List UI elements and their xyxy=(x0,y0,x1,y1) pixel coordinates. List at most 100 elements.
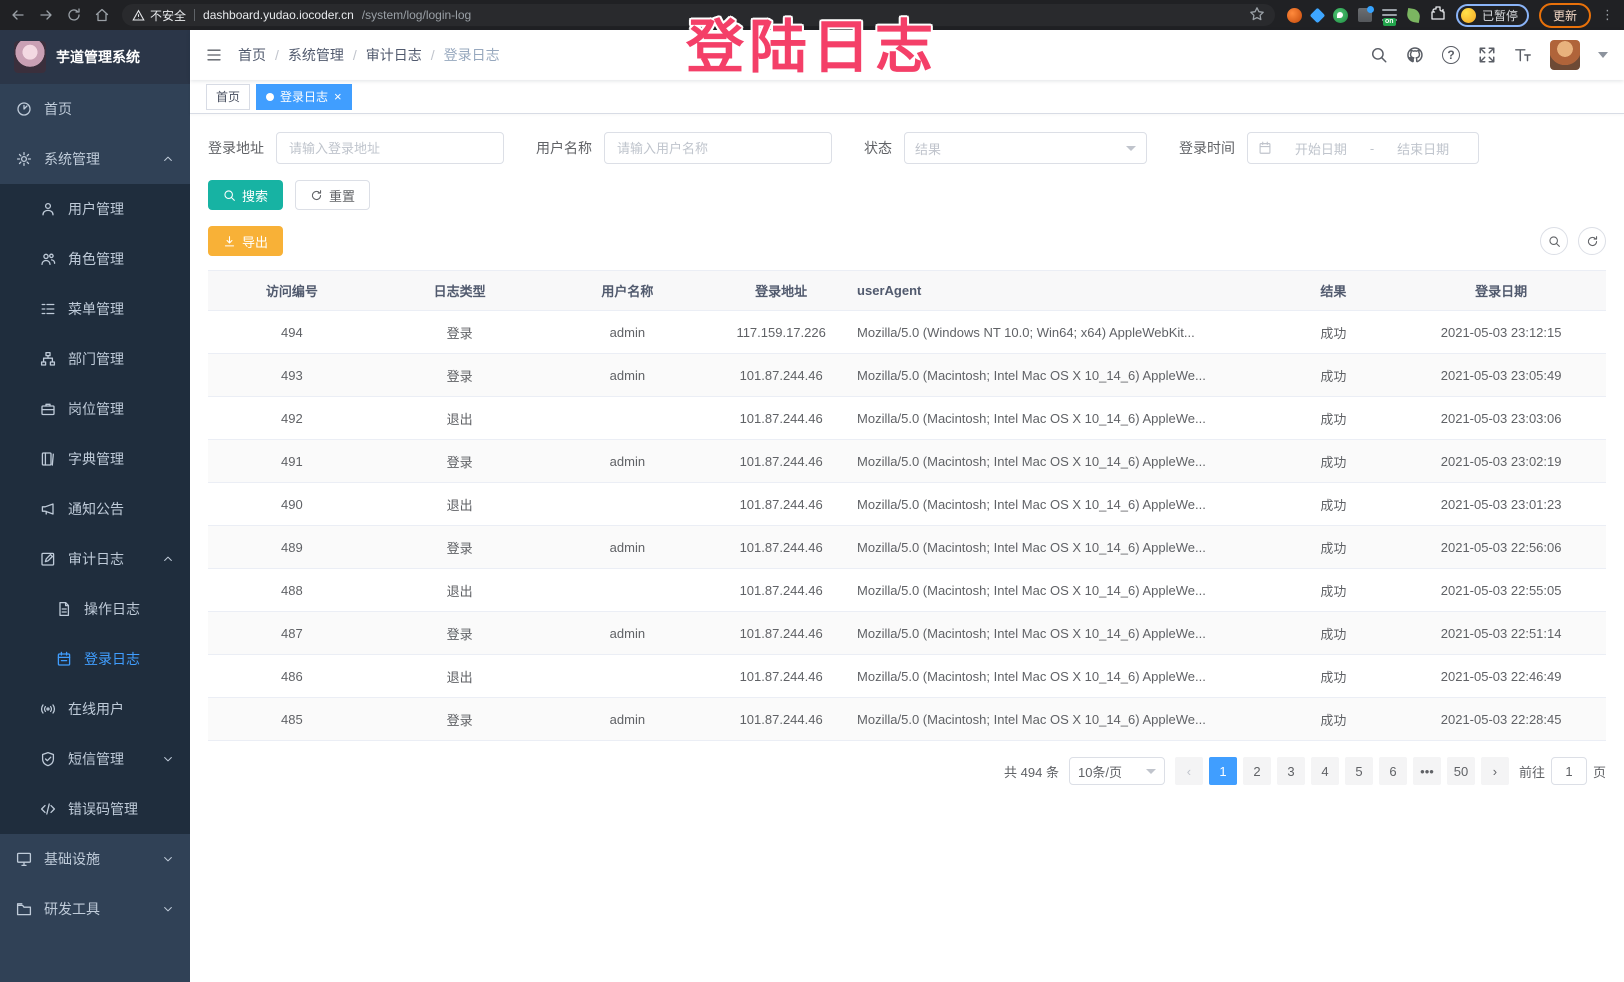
sidebar-item-online-users[interactable]: 在线用户 xyxy=(0,684,190,734)
cell-login-date: 2021-05-03 23:02:19 xyxy=(1396,439,1606,483)
monitor-icon xyxy=(16,852,32,867)
next-page-button[interactable]: › xyxy=(1480,757,1509,785)
cell-result: 成功 xyxy=(1270,310,1397,354)
cell-log-type: 退出 xyxy=(375,396,544,440)
sidebar-item-label: 错误码管理 xyxy=(68,801,138,817)
breadcrumb-item[interactable]: 首页 xyxy=(238,47,266,63)
dashboard-icon xyxy=(17,102,31,116)
sidebar-item-error-code-mgmt[interactable]: 错误码管理 xyxy=(0,784,190,834)
search-icon[interactable] xyxy=(1370,46,1388,64)
cell-login-date: 2021-05-03 22:51:14 xyxy=(1396,611,1606,655)
cell-login-date: 2021-05-03 22:46:49 xyxy=(1396,654,1606,698)
reset-button[interactable]: 重置 xyxy=(295,180,371,210)
username-input[interactable] xyxy=(604,132,832,164)
breadcrumb-item[interactable]: 审计日志 xyxy=(365,47,422,63)
warning-icon xyxy=(132,9,145,20)
tab-close-icon[interactable]: × xyxy=(334,89,342,104)
sidebar-item-menu-mgmt[interactable]: 菜单管理 xyxy=(0,284,190,334)
cell-login-ip: 101.87.244.46 xyxy=(711,611,852,655)
sidebar-item-dept-mgmt[interactable]: 部门管理 xyxy=(0,334,190,384)
profile-paused-chip[interactable]: 已暂停 xyxy=(1455,3,1529,27)
extension-green-icon[interactable] xyxy=(1332,7,1348,23)
table-header-row: 访问编号 日志类型 用户名称 登录地址 userAgent 结果 登录日期 xyxy=(208,270,1606,311)
extension-plant-icon[interactable] xyxy=(1405,7,1421,23)
hamburger-icon[interactable] xyxy=(206,47,222,63)
page-button-5[interactable]: 5 xyxy=(1344,757,1373,785)
cell-result: 成功 xyxy=(1270,654,1397,698)
sidebar-item-label: 用户管理 xyxy=(68,201,124,217)
extension-list-icon[interactable]: on xyxy=(1381,8,1397,26)
browser-home-icon[interactable] xyxy=(94,7,110,23)
page-button-3[interactable]: 3 xyxy=(1276,757,1305,785)
cell-result: 成功 xyxy=(1270,353,1397,397)
browser-update-button[interactable]: 更新 xyxy=(1538,2,1591,28)
cell-user-agent: Mozilla/5.0 (Macintosh; Intel Mac OS X 1… xyxy=(851,654,1271,698)
extension-diamond-icon[interactable] xyxy=(1309,7,1326,23)
browser-forward-icon[interactable] xyxy=(38,7,54,23)
sidebar-item-audit-log[interactable]: 审计日志 xyxy=(0,534,190,584)
edit-log-icon xyxy=(41,552,55,566)
cell-log-id: 485 xyxy=(208,697,376,741)
sidebar-item-dev-tools[interactable]: 研发工具 xyxy=(0,884,190,934)
extension-orange-icon[interactable] xyxy=(1286,7,1302,23)
font-size-icon[interactable] xyxy=(1514,46,1532,64)
sidebar-item-notice[interactable]: 通知公告 xyxy=(0,484,190,534)
reset-button-label: 重置 xyxy=(329,188,356,204)
extension-grid-icon[interactable] xyxy=(1357,6,1374,22)
cell-username xyxy=(543,568,712,612)
tab-label: 登录日志 xyxy=(280,90,329,104)
emoji-face-icon xyxy=(1460,7,1476,23)
address-bar[interactable]: 不安全 dashboard.yudao.iocoder.cn/system/lo… xyxy=(122,4,1275,26)
cell-username: admin xyxy=(543,525,712,569)
status-select[interactable]: 结果 xyxy=(904,132,1147,164)
sidebar-item-post-mgmt[interactable]: 岗位管理 xyxy=(0,384,190,434)
sidebar-item-system-mgmt[interactable]: 系统管理 xyxy=(0,134,190,184)
sidebar-item-login-log[interactable]: 登录日志 xyxy=(0,634,190,684)
page-size-select[interactable]: 10条/页 xyxy=(1068,757,1165,785)
sidebar-item-dict-mgmt[interactable]: 字典管理 xyxy=(0,434,190,484)
page-button-6[interactable]: 6 xyxy=(1378,757,1407,785)
page-button-50[interactable]: 50 xyxy=(1446,757,1475,785)
github-icon[interactable] xyxy=(1406,46,1424,64)
sidebar-item-user-mgmt[interactable]: 用户管理 xyxy=(0,184,190,234)
browser-menu-icon[interactable]: ⋮ xyxy=(1601,7,1614,22)
avatar-caret-icon[interactable] xyxy=(1598,52,1608,58)
extensions-puzzle-icon[interactable] xyxy=(1430,5,1446,26)
sidebar-item-sms-mgmt[interactable]: 短信管理 xyxy=(0,734,190,784)
prev-page-button[interactable]: ‹ xyxy=(1174,757,1203,785)
search-button[interactable]: 搜索 xyxy=(208,180,284,210)
app-logo-row[interactable]: 芋道管理系统 xyxy=(0,30,190,84)
books-icon xyxy=(41,452,54,466)
bookmark-star-icon[interactable] xyxy=(1249,6,1265,25)
page-button-4[interactable]: 4 xyxy=(1310,757,1339,785)
browser-reload-icon[interactable] xyxy=(66,7,82,23)
cell-login-date: 2021-05-03 23:05:49 xyxy=(1396,353,1606,397)
login-time-range-picker[interactable]: 开始日期 - 结束日期 xyxy=(1247,132,1479,164)
export-button[interactable]: 导出 xyxy=(208,226,284,256)
sidebar-item-operation-log[interactable]: 操作日志 xyxy=(0,584,190,634)
login-address-input[interactable] xyxy=(276,132,504,164)
tab-home[interactable]: 首页 xyxy=(206,83,251,110)
help-icon[interactable]: ? xyxy=(1442,46,1460,64)
browser-back-icon[interactable] xyxy=(10,7,26,23)
goto-page-input[interactable] xyxy=(1550,757,1587,785)
cell-login-ip: 101.87.244.46 xyxy=(711,439,852,483)
security-warning[interactable]: 不安全 xyxy=(132,7,186,24)
user-avatar[interactable] xyxy=(1550,40,1580,70)
table-row: 494 登录 admin 117.159.17.226 Mozilla/5.0 … xyxy=(208,310,1606,354)
tab-login-log-active[interactable]: 登录日志 × xyxy=(256,83,352,110)
cell-username: admin xyxy=(543,310,712,354)
cell-user-agent: Mozilla/5.0 (Macintosh; Intel Mac OS X 1… xyxy=(851,697,1271,741)
breadcrumb-item-current: 登录日志 xyxy=(443,47,500,63)
breadcrumb-item[interactable]: 系统管理 xyxy=(287,47,344,63)
toggle-search-button[interactable] xyxy=(1540,227,1568,255)
sidebar-item-home[interactable]: 首页 xyxy=(0,84,190,134)
page-ellipsis-button[interactable]: ••• xyxy=(1412,757,1441,785)
sidebar-item-infrastructure[interactable]: 基础设施 xyxy=(0,834,190,884)
sidebar-item-role-mgmt[interactable]: 角色管理 xyxy=(0,234,190,284)
fullscreen-icon[interactable] xyxy=(1478,46,1496,64)
sidebar-item-label: 短信管理 xyxy=(68,751,124,767)
page-button-1[interactable]: 1 xyxy=(1208,757,1237,785)
refresh-table-button[interactable] xyxy=(1578,227,1606,255)
page-button-2[interactable]: 2 xyxy=(1242,757,1271,785)
